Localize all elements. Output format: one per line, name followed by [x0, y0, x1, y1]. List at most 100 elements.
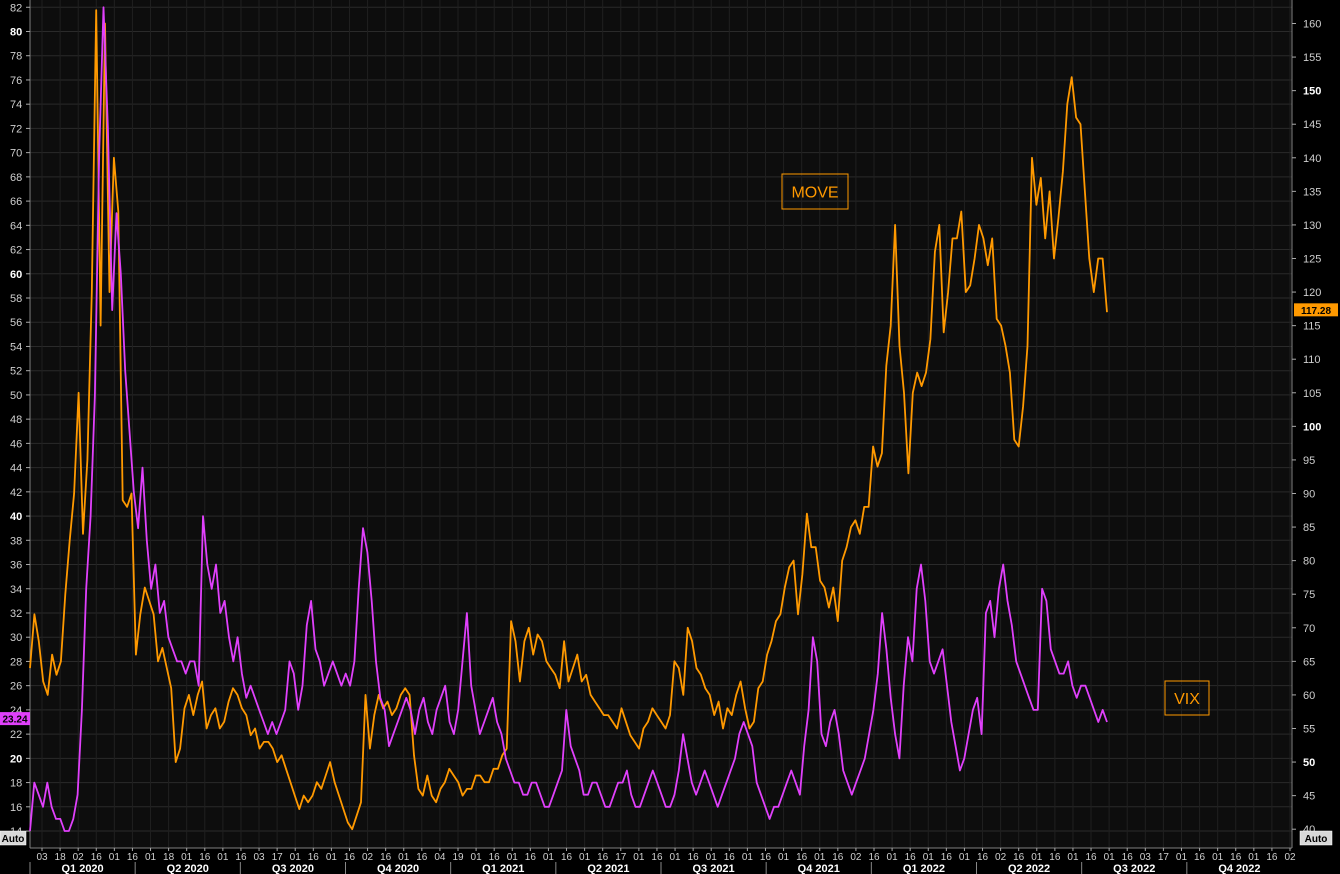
x-day-label: 16	[1013, 852, 1025, 863]
x-day-label: 17	[1158, 852, 1170, 863]
annotation-box-vix: VIX	[1164, 680, 1210, 716]
x-day-label: 16	[1194, 852, 1206, 863]
left-tick-label: 76	[10, 75, 22, 87]
x-day-label: 16	[1085, 852, 1097, 863]
left-tick-label: 52	[10, 366, 22, 378]
x-day-label: 01	[923, 852, 935, 863]
x-day-label: 02	[995, 852, 1007, 863]
right-tick-label: 125	[1303, 253, 1321, 265]
x-day-label: 16	[941, 852, 953, 863]
x-day-label: 16	[1266, 852, 1278, 863]
x-day-label: 16	[344, 852, 356, 863]
right-tick-label: 110	[1303, 354, 1321, 366]
left-auto-label: Auto	[2, 834, 25, 845]
left-tick-label: 54	[10, 341, 22, 353]
left-tick-label: 58	[10, 293, 22, 305]
x-day-label: 01	[109, 852, 121, 863]
badge-value: 23.24	[2, 715, 27, 726]
left-tick-label: 80	[10, 26, 22, 38]
x-day-label: 01	[1212, 852, 1224, 863]
left-tick-label: 50	[10, 390, 22, 402]
x-day-label: 01	[778, 852, 790, 863]
x-day-label: 16	[91, 852, 103, 863]
x-day-label: 16	[724, 852, 736, 863]
x-day-label: 16	[905, 852, 917, 863]
x-day-label: 16	[308, 852, 320, 863]
left-tick-label: 28	[10, 656, 22, 668]
x-day-label: 18	[55, 852, 67, 863]
right-tick-label: 95	[1303, 455, 1315, 467]
left-tick-label: 62	[10, 245, 22, 257]
x-day-label: 03	[253, 852, 265, 863]
x-day-label: 02	[1284, 852, 1296, 863]
quarter-label: Q2 2021	[587, 863, 629, 874]
x-day-label: 01	[181, 852, 193, 863]
x-day-label: 16	[127, 852, 139, 863]
left-tick-label: 42	[10, 487, 22, 499]
left-tick-label: 48	[10, 414, 22, 426]
left-tick-label: 30	[10, 632, 22, 644]
x-day-label: 16	[651, 852, 663, 863]
badge-fill	[1294, 303, 1338, 317]
right-tick-label: 105	[1303, 388, 1321, 400]
left-tick-label: 36	[10, 560, 22, 572]
grid-lines	[30, 0, 1292, 848]
left-tick-label: 68	[10, 172, 22, 184]
x-day-label: 01	[742, 852, 754, 863]
last-value-badge-vix: 23.24	[0, 712, 30, 726]
x-day-label: 01	[543, 852, 555, 863]
right-y-axis: 4045505560657075808590951001051101151201…	[1291, 0, 1321, 848]
x-day-label: 16	[199, 852, 211, 863]
annotation-frame	[1164, 680, 1210, 716]
x-day-label: 01	[633, 852, 645, 863]
x-day-label: 17	[615, 852, 627, 863]
x-axis: 03 18 02 16 01 16 01 18 01 16 01 16 03 17 01 16 01 16 02 16…	[29, 847, 1296, 874]
x-day-label: 16	[561, 852, 573, 863]
quarter-label: Q1 2020	[61, 863, 103, 874]
quarter-label: Q4 2022	[1218, 863, 1260, 874]
series-line-vix	[29, 6, 1108, 832]
x-day-label: 01	[290, 852, 302, 863]
annotation-box-move: MOVE	[781, 173, 849, 210]
right-axis-auto-button[interactable]: Auto	[1299, 830, 1333, 846]
annotations: MOVE VIX	[781, 173, 1210, 716]
annotation-text: VIX	[1174, 691, 1200, 708]
right-tick-label: 55	[1303, 723, 1315, 735]
right-tick-label: 150	[1303, 86, 1321, 98]
left-tick-label: 72	[10, 123, 22, 135]
right-tick-label: 90	[1303, 488, 1315, 500]
left-tick-label: 26	[10, 681, 22, 693]
x-day-label: 01	[507, 852, 519, 863]
series-line-move	[29, 9, 1108, 831]
x-day-label: 16	[796, 852, 808, 863]
x-day-label: 01	[959, 852, 971, 863]
left-tick-label: 56	[10, 317, 22, 329]
x-day-label: 16	[1122, 852, 1134, 863]
x-day-label: 16	[688, 852, 700, 863]
right-tick-label: 120	[1303, 287, 1321, 299]
x-day-label: 02	[362, 852, 374, 863]
left-tick-label: 64	[10, 220, 22, 232]
left-axis-auto-button[interactable]: Auto	[0, 830, 27, 846]
annotation-text: MOVE	[791, 185, 838, 202]
annotation-frame	[781, 173, 849, 210]
left-tick-label: 38	[10, 535, 22, 547]
quarter-label: Q2 2022	[1008, 863, 1050, 874]
quarter-label: Q3 2021	[692, 863, 734, 874]
right-tick-label: 75	[1303, 589, 1315, 601]
x-day-label: 16	[525, 852, 537, 863]
x-day-label: 16	[235, 852, 247, 863]
right-tick-label: 60	[1303, 690, 1315, 702]
x-day-label: 16	[868, 852, 880, 863]
quarter-label: Q3 2022	[1113, 863, 1155, 874]
left-tick-label: 82	[10, 2, 22, 14]
right-tick-label: 135	[1303, 186, 1321, 198]
left-tick-label: 66	[10, 196, 22, 208]
quarter-label: Q4 2021	[798, 863, 840, 874]
x-day-label: 01	[1176, 852, 1188, 863]
quarter-label: Q1 2022	[903, 863, 945, 874]
last-value-badges: 117.28 23.24	[0, 303, 1338, 726]
last-value-badge-move: 117.28	[1294, 303, 1338, 317]
left-tick-label: 22	[10, 729, 22, 741]
